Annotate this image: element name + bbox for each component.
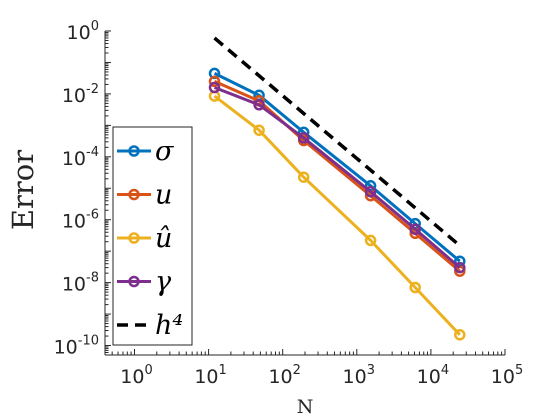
legend-entry-label: γ xyxy=(155,267,172,298)
data-point xyxy=(253,124,265,136)
legend-box xyxy=(112,126,193,346)
y-tick-label: 10-2 xyxy=(62,82,99,107)
data-point xyxy=(208,81,221,94)
legend-swatch-marker xyxy=(128,232,140,244)
series-line-3 xyxy=(213,86,461,269)
data-point xyxy=(409,281,421,294)
data-point xyxy=(297,132,310,144)
y-tick-label: 10-6 xyxy=(62,208,99,233)
x-tick-label: 101 xyxy=(194,363,226,388)
x-tick-label: 100 xyxy=(120,363,152,388)
legend-entry-label: u xyxy=(155,180,172,211)
legend-swatch-marker xyxy=(128,275,140,288)
legend-swatch-marker xyxy=(128,145,140,157)
y-tick-label: 10-10 xyxy=(54,334,99,359)
data-point xyxy=(208,75,221,88)
plot-area xyxy=(208,36,466,341)
y-tick-label: 10-4 xyxy=(62,145,99,170)
data-point xyxy=(364,234,377,247)
series-line-0 xyxy=(213,72,461,263)
y-tick-label: 10-8 xyxy=(62,271,99,296)
data-point xyxy=(364,185,377,198)
x-tick-label: 103 xyxy=(343,363,375,388)
legend-entry-label: h⁴ xyxy=(155,310,183,341)
x-tick-label: 104 xyxy=(417,363,449,388)
x-axis-label: N xyxy=(297,396,314,418)
data-point xyxy=(454,261,466,274)
data-point xyxy=(454,329,466,341)
x-tick-label: 102 xyxy=(268,363,300,388)
data-point xyxy=(253,99,265,111)
legend-entry-label: û xyxy=(155,223,172,254)
series-line-1 xyxy=(213,80,461,273)
series-line-4 xyxy=(213,36,461,247)
axes: 100 101 102 103 104 105 100 10-2 10-4 10-6 10-8 10-… xyxy=(54,19,524,388)
y-tick-label: 100 xyxy=(67,19,99,44)
x-tick-label: 105 xyxy=(491,363,523,388)
data-point xyxy=(297,171,310,183)
data-point xyxy=(409,223,421,235)
series-line-2 xyxy=(213,94,461,336)
legend-swatch-marker xyxy=(128,188,140,201)
legend-entry-label: σ xyxy=(155,136,175,167)
y-axis-label: Error xyxy=(6,150,40,230)
